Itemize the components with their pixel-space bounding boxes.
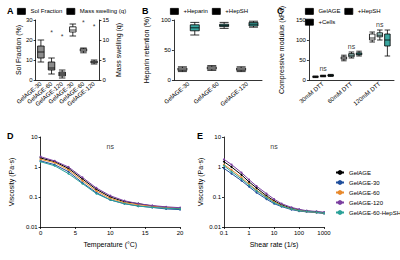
- svg-text:5: 5: [102, 57, 106, 63]
- svg-text:Heparin retention (%): Heparin retention (%): [143, 17, 151, 84]
- svg-text:30mM DTT: 30mM DTT: [298, 80, 325, 104]
- svg-text:+Cells: +Cells: [318, 19, 335, 25]
- svg-text:0.1: 0.1: [213, 194, 222, 200]
- svg-text:15: 15: [102, 17, 109, 23]
- svg-text:Sol Fraction (%): Sol Fraction (%): [15, 25, 23, 75]
- svg-text:D: D: [7, 131, 14, 141]
- svg-text:E: E: [197, 131, 203, 141]
- svg-text:0.01: 0.01: [209, 224, 221, 230]
- svg-text:GelAGE-120: GelAGE-120: [66, 80, 96, 107]
- svg-text:GelAGE-60: GelAGE-60: [26, 80, 54, 105]
- svg-text:120mM DTT: 120mM DTT: [352, 80, 382, 106]
- svg-text:100: 100: [161, 17, 172, 23]
- svg-text:C: C: [277, 6, 284, 16]
- svg-text:GelAGE-30: GelAGE-30: [163, 80, 191, 105]
- svg-text:5: 5: [74, 230, 78, 236]
- svg-text:0: 0: [168, 77, 172, 83]
- svg-text:0: 0: [303, 77, 307, 83]
- svg-text:10: 10: [102, 37, 109, 43]
- svg-text:0: 0: [39, 230, 43, 236]
- svg-text:GelAGE-60-HepSH: GelAGE-60-HepSH: [349, 210, 400, 216]
- svg-text:B: B: [142, 6, 149, 16]
- svg-text:GelAGE-120: GelAGE-120: [219, 80, 249, 107]
- svg-text:*: *: [93, 23, 96, 30]
- svg-text:GelAGE-60: GelAGE-60: [349, 190, 380, 196]
- svg-text:*: *: [61, 33, 64, 40]
- svg-text:10: 10: [31, 134, 38, 140]
- svg-text:Shear rate (1/s): Shear rate (1/s): [250, 241, 299, 249]
- svg-text:GelAGE-30: GelAGE-30: [15, 80, 43, 105]
- svg-text:GelAGE-30: GelAGE-30: [349, 180, 380, 186]
- svg-text:0.1: 0.1: [220, 230, 229, 236]
- svg-text:100: 100: [294, 230, 305, 236]
- svg-text:+HepSH: +HepSH: [225, 8, 248, 14]
- svg-text:GelAGE-30: GelAGE-30: [47, 80, 75, 105]
- svg-text:0.01: 0.01: [26, 224, 38, 230]
- svg-text:10: 10: [214, 134, 221, 140]
- svg-text:+HepSH: +HepSH: [358, 8, 381, 14]
- svg-text:10: 10: [271, 230, 278, 236]
- svg-text:50: 50: [299, 57, 306, 63]
- svg-text:ns: ns: [270, 143, 278, 150]
- svg-text:A: A: [7, 6, 14, 16]
- svg-text:10: 10: [107, 230, 114, 236]
- svg-text:30: 30: [26, 17, 33, 23]
- svg-text:1: 1: [247, 230, 251, 236]
- svg-text:10: 10: [26, 57, 33, 63]
- svg-text:0.1: 0.1: [29, 194, 38, 200]
- svg-text:0: 0: [29, 77, 33, 83]
- svg-text:GelAGE-120: GelAGE-120: [34, 80, 65, 108]
- svg-text:15: 15: [142, 230, 149, 236]
- svg-text:*: *: [82, 19, 85, 26]
- svg-text:150: 150: [296, 17, 307, 23]
- svg-text:0: 0: [102, 77, 106, 83]
- svg-text:Compressive modulus (kPa): Compressive modulus (kPa): [278, 6, 286, 94]
- svg-text:Sol Fraction: Sol Fraction: [30, 8, 62, 14]
- svg-text:GelAGE: GelAGE: [349, 170, 371, 176]
- svg-text:*: *: [50, 29, 53, 36]
- svg-text:50: 50: [164, 47, 171, 53]
- svg-text:60mM DTT: 60mM DTT: [327, 80, 354, 104]
- svg-text:GelAGE-60: GelAGE-60: [193, 80, 221, 105]
- svg-text:100: 100: [296, 37, 307, 43]
- svg-text:ns: ns: [319, 65, 327, 72]
- svg-text:ns: ns: [348, 43, 356, 50]
- svg-text:GelAGE: GelAGE: [318, 8, 340, 14]
- svg-text:ns: ns: [376, 21, 384, 28]
- svg-text:Viscosity (Pa·s): Viscosity (Pa·s): [8, 158, 16, 207]
- svg-text:Viscosity (Pa·s): Viscosity (Pa·s): [197, 158, 205, 207]
- svg-text:Mass swelling (q): Mass swelling (q): [80, 8, 126, 14]
- svg-text:1: 1: [218, 164, 222, 170]
- svg-text:1000: 1000: [317, 230, 331, 236]
- svg-text:Temperature (°C): Temperature (°C): [83, 241, 137, 249]
- svg-text:GelAGE-60: GelAGE-60: [58, 80, 86, 105]
- svg-text:20: 20: [26, 37, 33, 43]
- svg-text:ns: ns: [107, 143, 115, 150]
- svg-text:+Heparin: +Heparin: [183, 8, 208, 14]
- svg-text:1: 1: [34, 164, 38, 170]
- svg-text:20: 20: [177, 230, 184, 236]
- svg-text:Mass swelling (q): Mass swelling (q): [115, 23, 123, 77]
- svg-text:GelAGE-120: GelAGE-120: [349, 200, 384, 206]
